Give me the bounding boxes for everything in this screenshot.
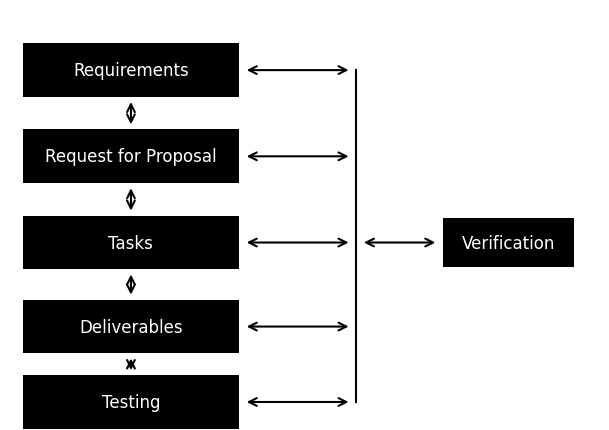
FancyBboxPatch shape	[23, 375, 239, 429]
Text: Deliverables: Deliverables	[79, 318, 183, 336]
FancyBboxPatch shape	[23, 130, 239, 184]
FancyBboxPatch shape	[23, 216, 239, 270]
FancyBboxPatch shape	[443, 218, 574, 267]
Text: Verification: Verification	[462, 234, 555, 252]
FancyBboxPatch shape	[23, 44, 239, 98]
FancyBboxPatch shape	[23, 300, 239, 353]
Text: Request for Proposal: Request for Proposal	[45, 148, 217, 166]
Text: Tasks: Tasks	[108, 234, 153, 252]
Text: Requirements: Requirements	[73, 62, 189, 80]
Text: Testing: Testing	[102, 393, 160, 411]
